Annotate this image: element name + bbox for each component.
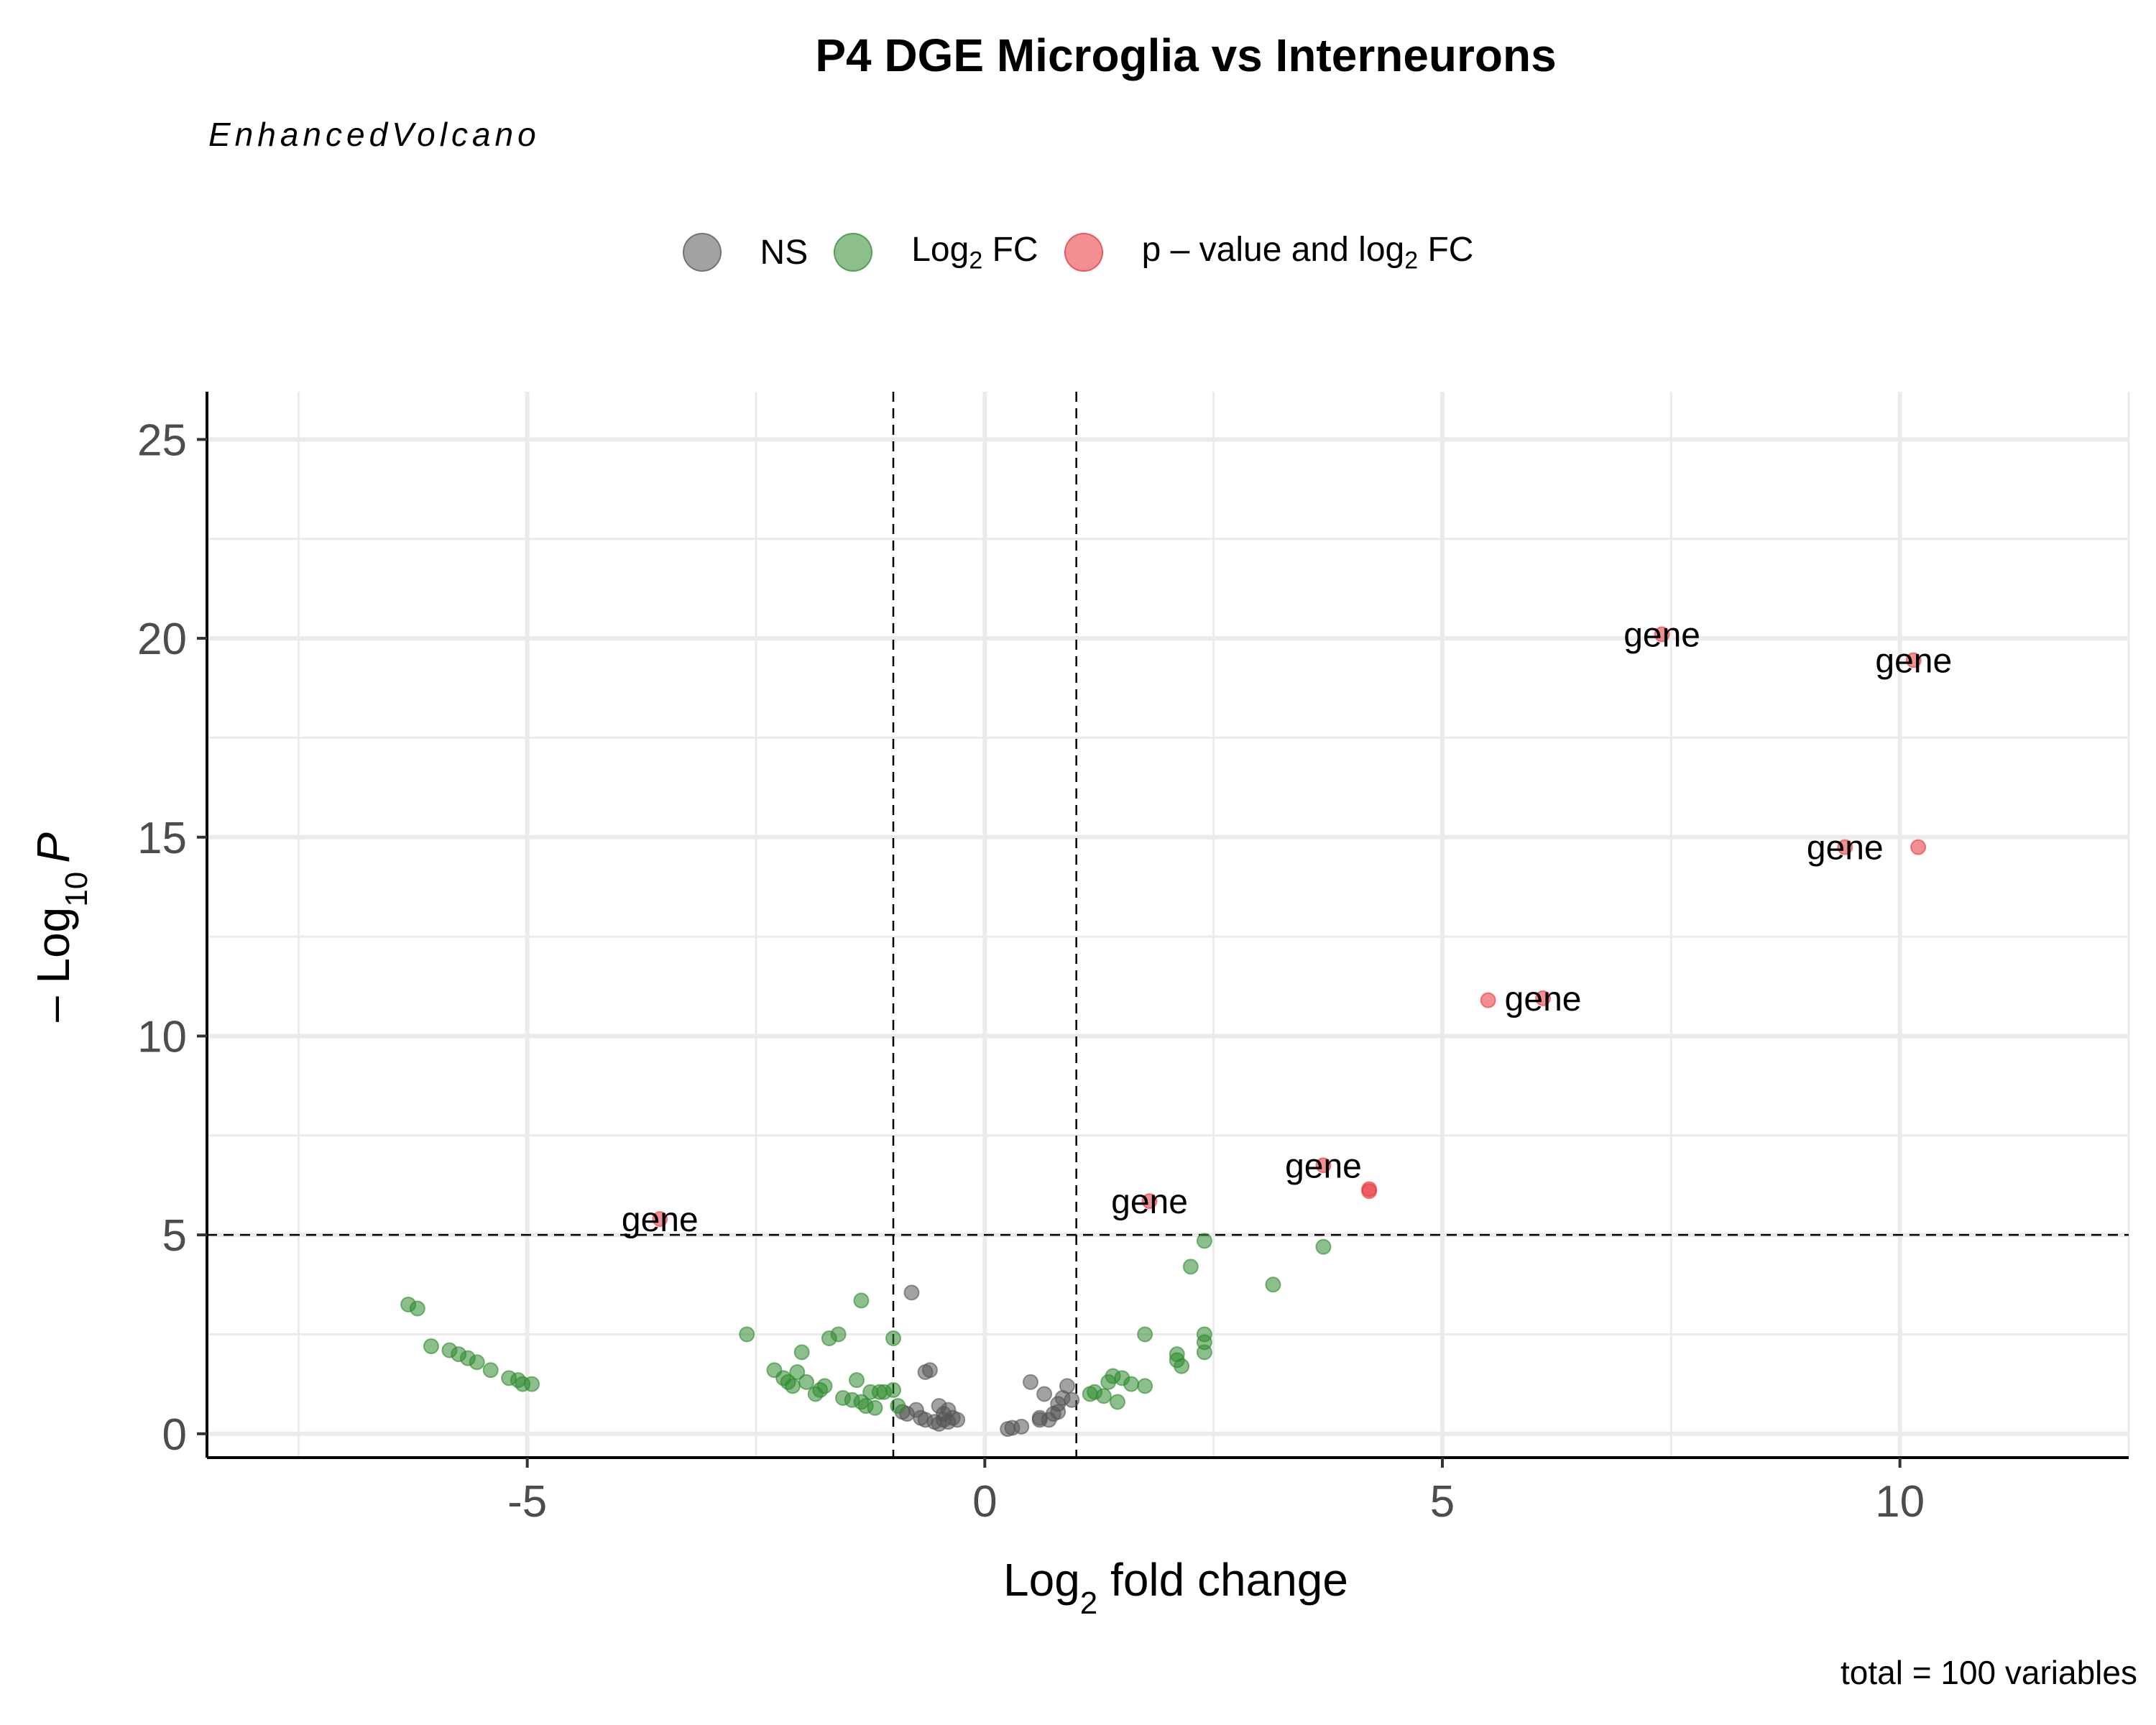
gene-labels: gene gene gene gene gene gene gene xyxy=(622,617,1952,1239)
point-pvalue-and-log2fc xyxy=(1535,990,1552,1006)
point-log2fc xyxy=(1137,1326,1153,1343)
legend-item-pvalue-and-log2fc: p – value and log2 FC xyxy=(1064,230,1474,275)
point-log2fc xyxy=(885,1381,901,1398)
point-log2fc xyxy=(885,1330,901,1346)
y-tick-label: 10 xyxy=(137,1012,187,1062)
grid xyxy=(207,392,2130,1458)
point-ns xyxy=(1023,1374,1038,1390)
y-tick-label: 20 xyxy=(137,615,187,664)
legend-label-ns: NS xyxy=(760,233,808,272)
gene-label: gene xyxy=(1875,643,1952,681)
legend-label-log2fc: Log2 FC xyxy=(911,231,1038,275)
point-log2fc xyxy=(830,1326,847,1343)
point-pvalue-and-log2fc xyxy=(652,1210,668,1227)
point-log2fc xyxy=(1196,1233,1212,1249)
point-log2fc xyxy=(890,1398,906,1414)
legend-swatch-pvalue-and-log2fc xyxy=(1064,233,1103,272)
point-ns xyxy=(936,1406,952,1422)
point-log2fc xyxy=(853,1292,870,1309)
point-log2fc xyxy=(1182,1259,1199,1275)
point-pvalue-and-log2fc xyxy=(1480,992,1496,1008)
point-log2fc xyxy=(1196,1344,1212,1361)
point-pvalue-and-log2fc xyxy=(1141,1193,1158,1210)
legend: NS Log2 FC p – value and log2 FC xyxy=(0,230,2156,275)
point-log2fc xyxy=(482,1362,499,1379)
point-ns xyxy=(917,1364,934,1381)
x-axis-title: Log2 fold change xyxy=(1003,1554,1348,1621)
point-log2fc xyxy=(816,1378,833,1394)
point-log2fc xyxy=(409,1300,425,1317)
point-log2fc xyxy=(1095,1388,1112,1404)
point-ns xyxy=(1059,1378,1075,1394)
chart-subtitle: EnhancedVolcano xyxy=(208,116,540,153)
gene-label: gene xyxy=(622,1201,699,1239)
legend-item-log2fc: Log2 FC xyxy=(834,230,1038,275)
x-tick-label: 0 xyxy=(972,1477,997,1527)
point-pvalue-and-log2fc xyxy=(1837,839,1853,855)
point-log2fc xyxy=(524,1376,540,1392)
chart-caption: total = 100 variables xyxy=(1841,1654,2137,1691)
x-tick-label: 5 xyxy=(1430,1477,1455,1527)
point-log2fc xyxy=(784,1378,801,1394)
point-ns xyxy=(1064,1392,1080,1408)
point-ns xyxy=(1050,1404,1067,1420)
point-log2fc xyxy=(1137,1378,1153,1394)
point-log2fc xyxy=(867,1399,883,1416)
point-log2fc xyxy=(423,1338,439,1355)
gene-label: gene xyxy=(1111,1183,1188,1221)
point-pvalue-and-log2fc xyxy=(1654,626,1670,643)
gene-label: gene xyxy=(1505,980,1582,1018)
data-points xyxy=(400,626,1927,1438)
y-tick-label: 0 xyxy=(162,1410,187,1460)
y-tick-label: 15 xyxy=(137,814,187,863)
legend-swatch-log2fc xyxy=(834,233,873,272)
point-pvalue-and-log2fc xyxy=(1361,1183,1378,1200)
gene-label: gene xyxy=(1807,829,1884,868)
point-pvalue-and-log2fc xyxy=(1315,1157,1332,1174)
point-log2fc xyxy=(849,1372,865,1389)
point-log2fc xyxy=(793,1344,810,1361)
gene-label: gene xyxy=(1623,617,1700,655)
legend-swatch-ns xyxy=(682,233,722,272)
axes xyxy=(206,392,2129,1459)
y-axis-title: – Log10P xyxy=(27,832,94,1022)
point-log2fc xyxy=(469,1354,485,1371)
point-log2fc xyxy=(1265,1276,1281,1293)
point-pvalue-and-log2fc xyxy=(1905,652,1922,668)
chart-title: P4 DGE Microglia vs Interneurons xyxy=(815,29,1557,81)
point-log2fc xyxy=(789,1364,806,1381)
point-log2fc xyxy=(1315,1238,1332,1255)
point-log2fc xyxy=(1123,1376,1140,1392)
legend-item-ns: NS xyxy=(682,233,808,272)
point-ns xyxy=(1013,1418,1030,1435)
point-log2fc xyxy=(1109,1394,1125,1410)
threshold-lines xyxy=(207,392,2129,1458)
point-log2fc xyxy=(798,1374,815,1390)
point-ns xyxy=(1031,1412,1048,1428)
y-tick-label: 5 xyxy=(162,1211,187,1261)
legend-label-pvalue-and-log2fc: p – value and log2 FC xyxy=(1141,231,1474,275)
point-ns xyxy=(1036,1386,1053,1402)
gene-label: gene xyxy=(1285,1147,1362,1185)
x-tick-label: 10 xyxy=(1875,1477,1925,1527)
x-tick-label: -5 xyxy=(507,1477,547,1527)
tick-labels: -5 0 5 10 0 5 10 15 20 25 xyxy=(137,415,1925,1527)
point-log2fc xyxy=(739,1326,755,1343)
point-pvalue-and-log2fc xyxy=(1910,839,1927,855)
y-tick-label: 25 xyxy=(137,415,187,465)
point-log2fc xyxy=(1174,1358,1190,1374)
point-ns xyxy=(903,1284,920,1301)
point-ns xyxy=(949,1412,966,1428)
